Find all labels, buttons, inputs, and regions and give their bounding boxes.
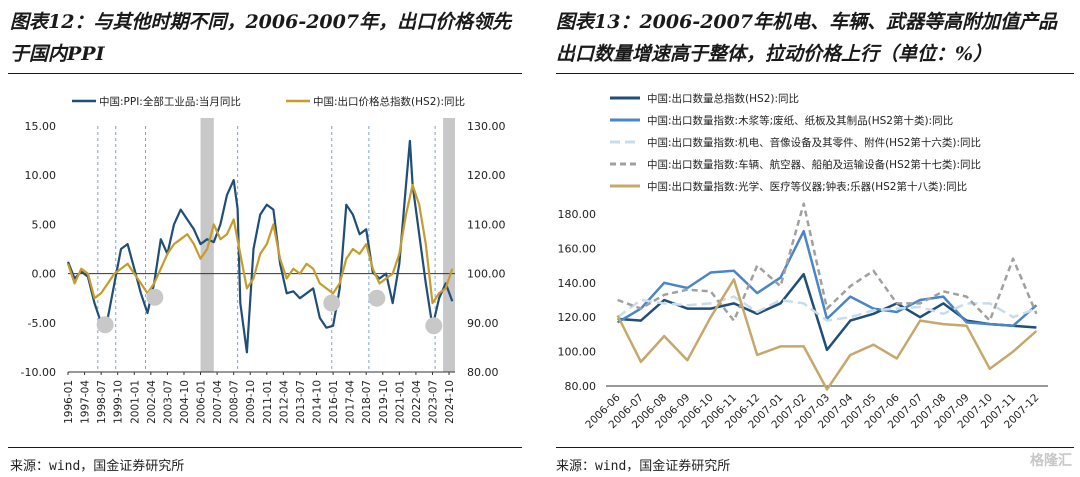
x-tick-label: 2009-10	[245, 380, 257, 424]
legend-label: 中国:出口数量指数:机电、音像设备及其零件、附件(HS2第十六类):同比	[647, 136, 981, 149]
left-bottom-divider	[8, 447, 522, 448]
legend-label: 中国:出口数量指数:木浆等;废纸、纸板及其制品(HS2第十类):同比	[647, 114, 953, 127]
y-tick-label: 100.00	[558, 346, 597, 359]
right-title-divider	[556, 73, 1074, 74]
shaded-period	[443, 118, 455, 372]
x-tick-label: 2021-01	[394, 380, 406, 424]
series-line	[617, 202, 1038, 322]
right-title-line-2: 出口数量增速高于整体，拉动价格上行（单位：%）	[556, 43, 993, 65]
legend-label: 中国:PPI:全部工业品:当月同比	[99, 95, 241, 108]
x-tick-label: 2017-04	[345, 380, 357, 424]
trough-marker	[146, 288, 164, 306]
x-tick-label: 2011-01	[262, 380, 274, 424]
y-tick-label: 180.00	[558, 208, 597, 221]
series-line	[616, 278, 1038, 391]
x-tick-label: 2008-07	[229, 380, 241, 424]
legend-label: 中国:出口价格总指数(HS2):同比	[313, 95, 465, 108]
left-source-note: 来源：wind，国金证券研究所	[10, 459, 185, 474]
left-title-line-1: 图表12：与其他时期不同，2006-2007年，出口价格领先	[10, 11, 512, 33]
x-tick-label: 2024-10	[444, 380, 456, 424]
left-legend: 中国:PPI:全部工业品:当月同比 中国:出口价格总指数(HS2):同比	[72, 95, 465, 108]
left-title-divider	[8, 73, 522, 74]
left-y-tick-label: 5.00	[32, 218, 57, 231]
legend-label: 中国:出口数量指数:光学、医疗等仪器;钟表;乐器(HS2第十八类):同比	[647, 180, 967, 193]
left-y-tick-label: 10.00	[25, 169, 57, 182]
x-tick-label: 1999-10	[113, 380, 125, 424]
x-tick-label: 2001-01	[129, 380, 141, 424]
series-line	[616, 295, 1037, 322]
x-tick-label: 2004-10	[179, 380, 191, 424]
trough-marker	[368, 289, 386, 307]
left-y-tick-label: -5.00	[28, 317, 56, 330]
x-tick-label: 2019-10	[378, 380, 390, 424]
x-tick-label: 2013-07	[295, 380, 307, 424]
x-tick-label: 1997-04	[80, 380, 92, 424]
x-tick-label: 2012-04	[278, 380, 290, 424]
left-y-tick-label: -10.00	[21, 366, 56, 379]
x-tick-label: 1996-01	[63, 380, 75, 424]
x-tick-label: 2003-07	[162, 380, 174, 424]
left-title-line-2: 于国内PPI	[10, 43, 105, 65]
watermark-logo: 格隆汇	[1030, 453, 1072, 469]
x-tick-label: 2006-01	[196, 380, 208, 424]
x-tick-label: 2014-10	[312, 380, 324, 424]
y-tick-label: 160.00	[558, 242, 597, 255]
series-line	[66, 139, 454, 354]
right-y-tick-label: 100.00	[467, 268, 506, 281]
right-y-tick-label: 90.00	[467, 317, 499, 330]
x-tick-label: 2022-04	[411, 380, 423, 424]
x-tick-label: 2016-01	[328, 380, 340, 424]
y-tick-label: 140.00	[558, 277, 597, 290]
right-legend: 中国:出口数量总指数(HS2):同比中国:出口数量指数:木浆等;废纸、纸板及其制…	[610, 92, 981, 193]
left-y-tick-label: 15.00	[25, 120, 57, 133]
series-line	[616, 229, 1038, 328]
right-y-tick-label: 120.00	[467, 169, 506, 182]
left-chart-title: 图表12：与其他时期不同，2006-2007年，出口价格领先 于国内PPI	[10, 6, 530, 70]
x-tick-label: 2002-04	[146, 380, 158, 424]
right-chart: 中国:出口数量总指数(HS2):同比中国:出口数量指数:木浆等;废纸、纸板及其制…	[558, 92, 1048, 431]
x-tick-label: 2007-04	[212, 380, 224, 424]
left-chart: 中国:PPI:全部工业品:当月同比 中国:出口价格总指数(HS2):同比 15.00…	[21, 95, 506, 424]
x-tick-label: 2023-07	[427, 380, 439, 424]
right-bottom-divider	[556, 447, 1074, 448]
y-tick-label: 120.00	[558, 311, 597, 324]
right-title-line-1: 图表13：2006-2007年机电、车辆、武器等高附加值产品	[556, 11, 1058, 33]
legend-label: 中国:出口数量指数:车辆、航空器、船舶及运输设备(HS2第十七类):同比	[647, 158, 981, 171]
right-y-tick-label: 110.00	[467, 218, 506, 231]
trough-marker	[425, 317, 443, 335]
x-tick-label: 2018-07	[361, 380, 373, 424]
right-source-note: 来源：wind，国金证券研究所	[556, 459, 731, 474]
left-y-tick-label: 0.00	[32, 268, 57, 281]
x-tick-label: 1998-07	[96, 380, 108, 424]
legend-label: 中国:出口数量总指数(HS2):同比	[647, 92, 799, 105]
right-y-tick-label: 130.00	[467, 120, 506, 133]
trough-marker	[96, 316, 114, 334]
right-y-tick-label: 80.00	[467, 366, 499, 379]
trough-marker	[323, 294, 341, 312]
right-chart-title: 图表13：2006-2007年机电、车辆、武器等高附加值产品 出口数量增速高于整…	[556, 6, 1076, 70]
y-tick-label: 80.00	[565, 380, 597, 393]
series-line	[66, 183, 454, 305]
